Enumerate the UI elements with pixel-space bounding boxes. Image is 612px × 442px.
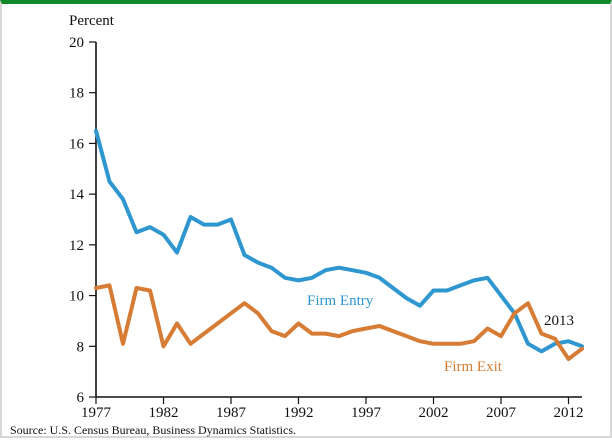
y-tick-label-10: 10 <box>69 289 84 305</box>
y-tick-label-12: 12 <box>69 238 84 254</box>
firm-entry-line <box>96 131 582 352</box>
x-tick-label-1982: 1982 <box>149 405 179 421</box>
x-tick-label-2002: 2002 <box>419 405 449 421</box>
year-annotation: 2013 <box>544 313 574 329</box>
x-tick-label-1992: 1992 <box>284 405 314 421</box>
firm-exit-label: Firm Exit <box>444 359 503 375</box>
y-tick-label-16: 16 <box>69 136 85 152</box>
y-axis-title: Percent <box>69 13 115 29</box>
source-note: Source: U.S. Census Bureau, Business Dyn… <box>10 423 296 437</box>
y-tick-label-6: 6 <box>77 390 85 406</box>
y-tick-label-20: 20 <box>69 35 84 51</box>
x-tick-label-2007: 2007 <box>486 405 517 421</box>
x-tick-label-1987: 1987 <box>216 405 247 421</box>
y-tick-label-14: 14 <box>69 187 85 203</box>
line-chart: Percent 6 8 10 12 14 16 18 20 1977 1982 1987 1992 199… <box>2 4 612 442</box>
x-tick-label-2012: 2012 <box>554 405 584 421</box>
x-tick-label-1977: 1977 <box>81 405 112 421</box>
y-tick-label-18: 18 <box>69 86 84 102</box>
x-tick-label-1997: 1997 <box>351 405 382 421</box>
firm-entry-label: Firm Entry <box>307 293 374 309</box>
y-tick-label-8: 8 <box>77 339 85 355</box>
